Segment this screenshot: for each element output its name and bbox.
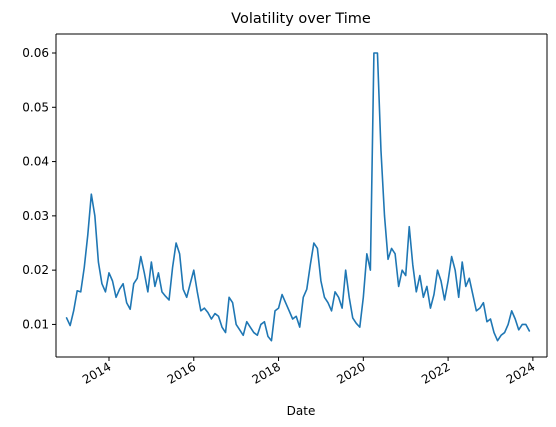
y-tick-label: 0.05	[22, 100, 49, 114]
y-tick-label: 0.03	[22, 209, 49, 223]
axes-frame	[55, 33, 548, 358]
x-axis: 2014 2016 2018 2020 2022 2024	[80, 357, 537, 387]
x-tick-label: 2024	[504, 359, 537, 386]
y-tick-label: 0.04	[22, 155, 49, 169]
x-tick-label: 2018	[250, 359, 283, 386]
y-tick-label: 0.01	[22, 317, 49, 331]
x-axis-label: Date	[287, 404, 316, 418]
x-tick-label: 2014	[80, 359, 113, 386]
x-tick-label: 2020	[334, 359, 367, 386]
plot-area	[65, 52, 531, 342]
chart-title: Volatility over Time	[231, 11, 371, 27]
x-tick-label: 2022	[419, 359, 452, 386]
y-tick-label: 0.02	[22, 263, 49, 277]
volatility-series-line	[65, 52, 531, 342]
y-axis: 0.01 0.02 0.03 0.04 0.05 0.06	[22, 46, 56, 331]
y-tick-label: 0.06	[22, 46, 49, 60]
x-tick-label: 2016	[165, 359, 198, 386]
